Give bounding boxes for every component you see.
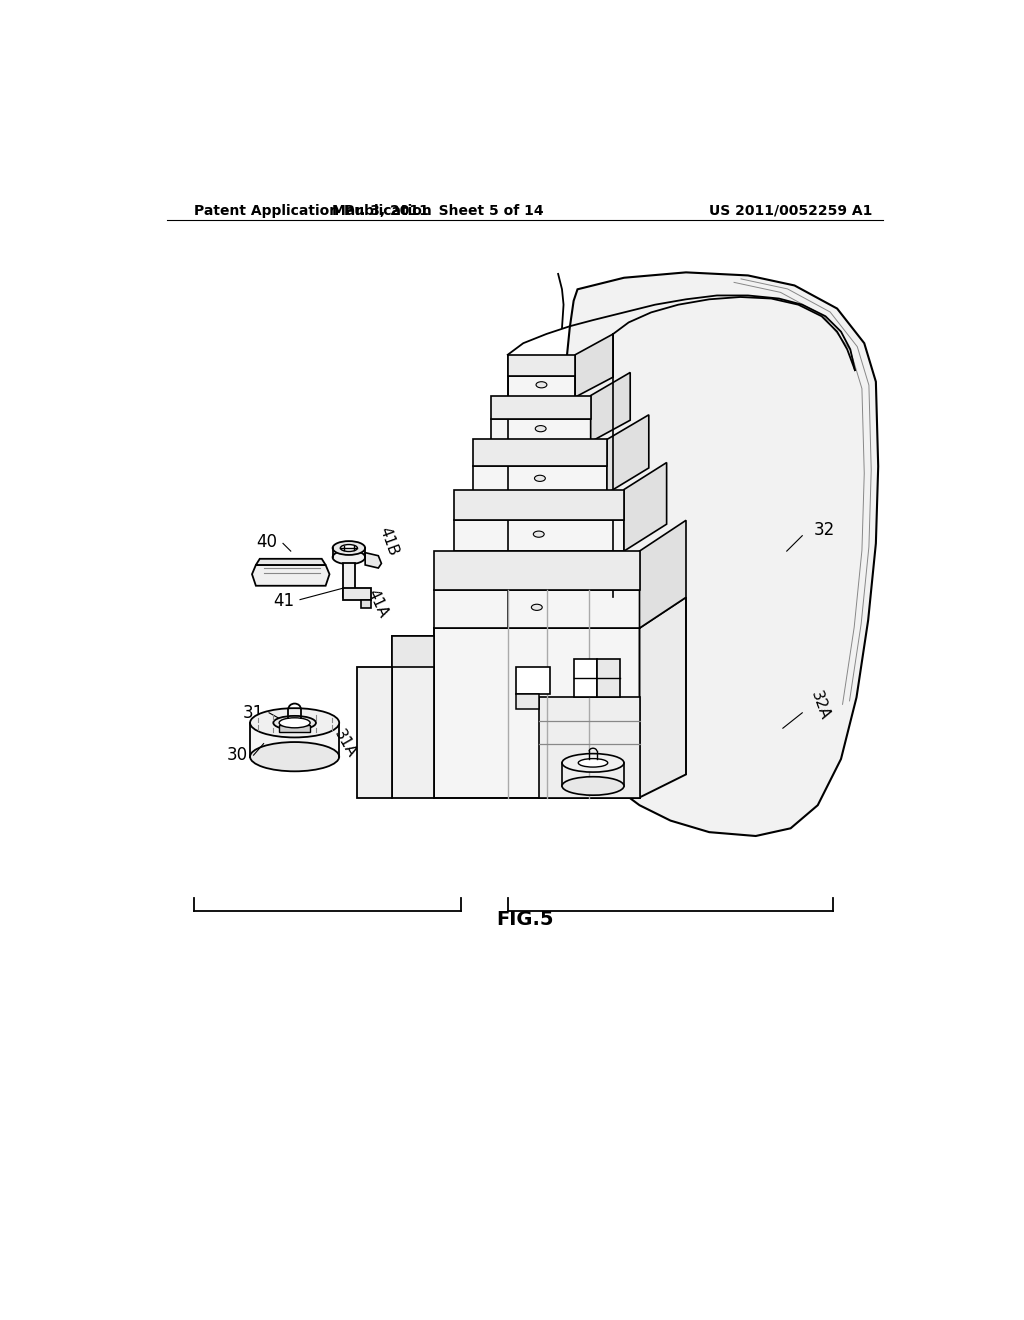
Text: 40: 40 bbox=[256, 533, 276, 550]
Polygon shape bbox=[454, 490, 624, 520]
Polygon shape bbox=[343, 564, 355, 598]
Ellipse shape bbox=[333, 541, 366, 554]
Polygon shape bbox=[539, 697, 640, 797]
Ellipse shape bbox=[250, 708, 339, 738]
Polygon shape bbox=[473, 440, 607, 466]
Ellipse shape bbox=[562, 754, 624, 772]
Polygon shape bbox=[361, 599, 371, 609]
Ellipse shape bbox=[534, 531, 544, 537]
Ellipse shape bbox=[536, 425, 546, 432]
Polygon shape bbox=[573, 659, 597, 697]
Text: US 2011/0052259 A1: US 2011/0052259 A1 bbox=[709, 203, 872, 218]
Polygon shape bbox=[251, 723, 339, 756]
Text: 31: 31 bbox=[243, 704, 263, 722]
Polygon shape bbox=[356, 667, 391, 797]
Polygon shape bbox=[366, 553, 381, 568]
Polygon shape bbox=[473, 466, 607, 494]
Polygon shape bbox=[515, 693, 539, 709]
Polygon shape bbox=[490, 396, 591, 418]
Polygon shape bbox=[591, 372, 630, 442]
Text: 41A: 41A bbox=[365, 587, 390, 620]
Polygon shape bbox=[607, 414, 649, 494]
Polygon shape bbox=[391, 636, 434, 797]
Text: Patent Application Publication: Patent Application Publication bbox=[194, 203, 432, 218]
Ellipse shape bbox=[531, 605, 543, 610]
Ellipse shape bbox=[340, 545, 357, 552]
Polygon shape bbox=[280, 725, 310, 733]
Ellipse shape bbox=[579, 759, 607, 767]
Polygon shape bbox=[553, 272, 879, 836]
Text: 30: 30 bbox=[227, 746, 248, 764]
Polygon shape bbox=[624, 462, 667, 552]
Polygon shape bbox=[256, 558, 326, 565]
Polygon shape bbox=[515, 667, 550, 693]
Text: 31A: 31A bbox=[331, 727, 359, 760]
Polygon shape bbox=[508, 376, 575, 397]
Polygon shape bbox=[490, 418, 591, 442]
Polygon shape bbox=[434, 552, 640, 590]
Polygon shape bbox=[434, 590, 640, 628]
Polygon shape bbox=[434, 628, 640, 797]
Text: 41B: 41B bbox=[376, 525, 400, 558]
Text: 32A: 32A bbox=[809, 689, 833, 722]
Ellipse shape bbox=[535, 475, 546, 482]
Ellipse shape bbox=[250, 742, 339, 771]
Text: Mar. 3, 2011  Sheet 5 of 14: Mar. 3, 2011 Sheet 5 of 14 bbox=[332, 203, 544, 218]
Polygon shape bbox=[575, 334, 613, 397]
Polygon shape bbox=[343, 589, 371, 599]
Polygon shape bbox=[640, 520, 686, 628]
Ellipse shape bbox=[562, 776, 624, 795]
Polygon shape bbox=[640, 598, 686, 797]
Ellipse shape bbox=[536, 381, 547, 388]
Polygon shape bbox=[508, 355, 575, 376]
Ellipse shape bbox=[273, 715, 316, 730]
Text: 32: 32 bbox=[814, 521, 836, 540]
Polygon shape bbox=[391, 636, 434, 667]
Polygon shape bbox=[252, 565, 330, 586]
Ellipse shape bbox=[280, 718, 310, 727]
Polygon shape bbox=[454, 520, 624, 552]
Text: 41: 41 bbox=[273, 593, 295, 610]
Ellipse shape bbox=[333, 550, 366, 564]
Text: FIG.5: FIG.5 bbox=[496, 909, 554, 929]
Polygon shape bbox=[597, 659, 621, 697]
